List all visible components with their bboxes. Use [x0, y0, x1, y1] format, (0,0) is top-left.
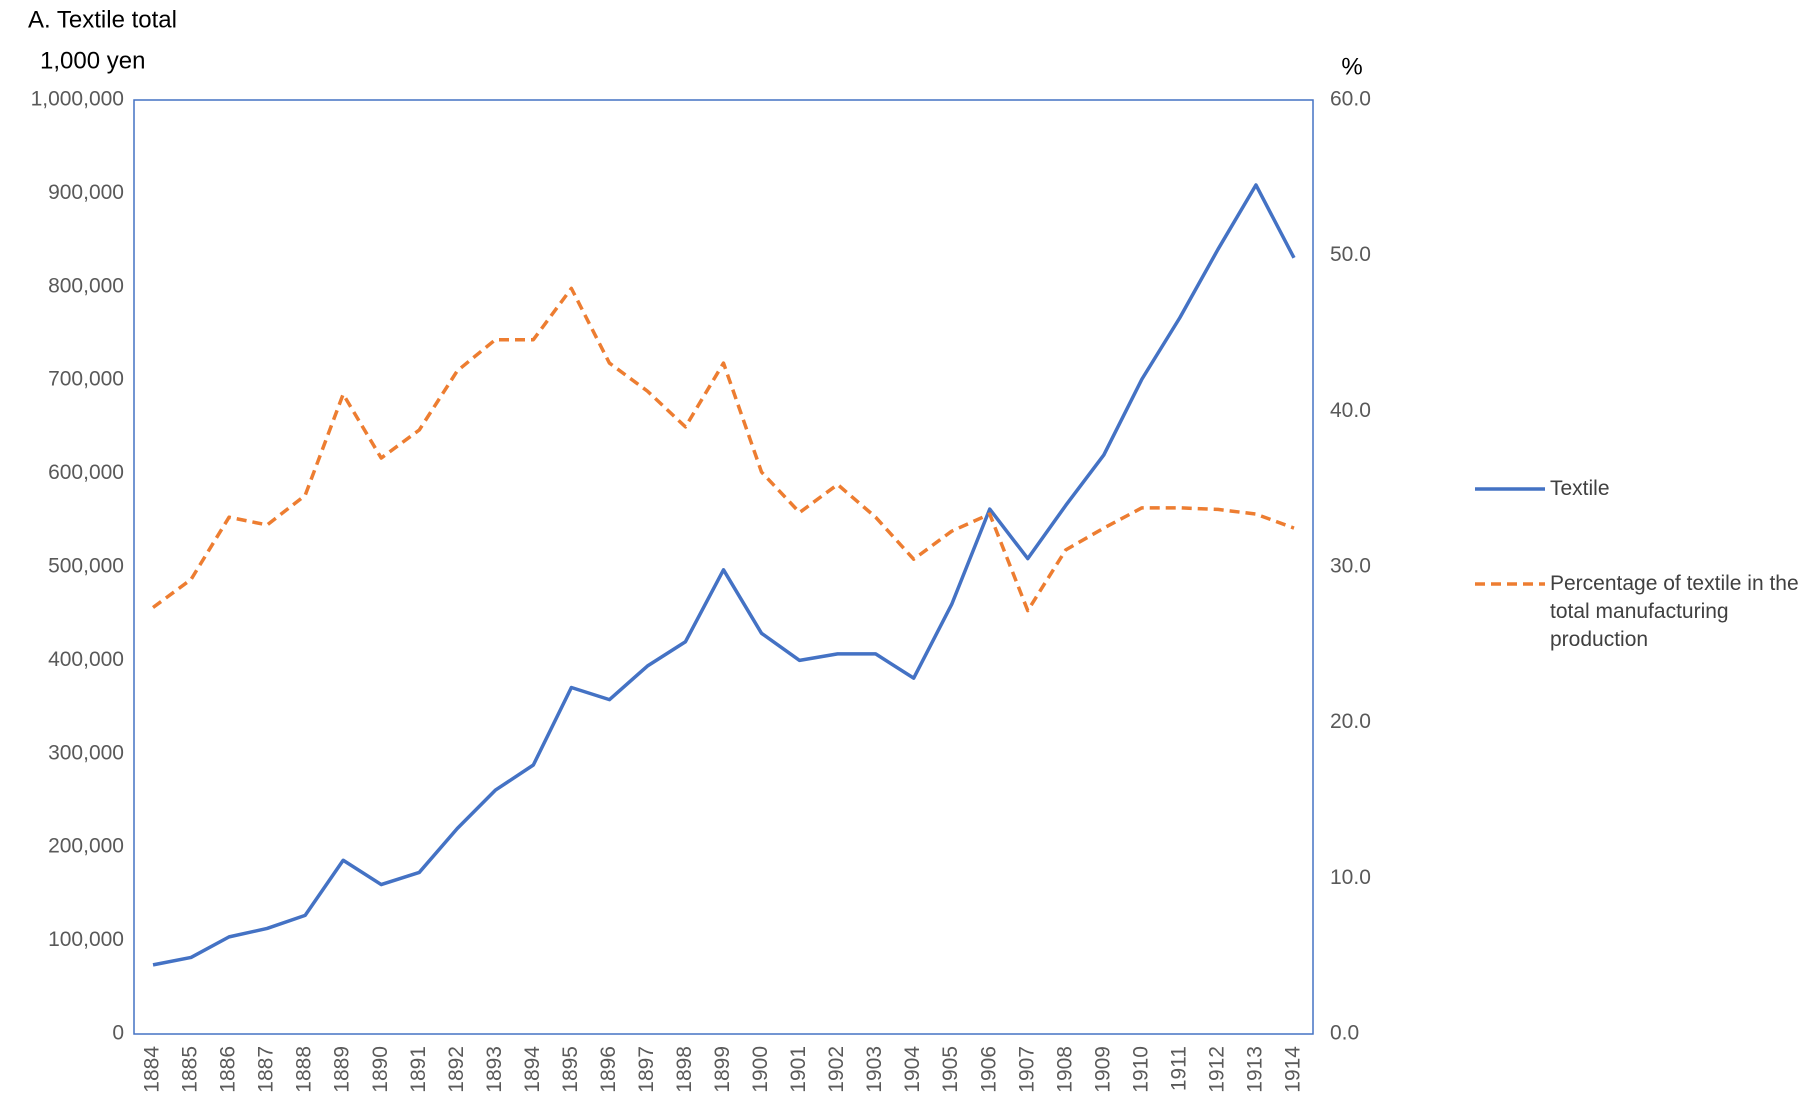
x-tick-label: 1904 [901, 1046, 924, 1093]
legend-entry: Percentage of textile in the total manuf… [1550, 572, 1799, 651]
x-tick-label: 1891 [407, 1046, 430, 1093]
plot-border [133, 99, 1314, 1035]
x-tick-label: 1910 [1129, 1046, 1152, 1093]
y-tick-label: 800,000 [48, 274, 124, 297]
x-tick-label: 1908 [1053, 1046, 1076, 1093]
y2-tick-label: 40.0 [1330, 399, 1371, 422]
y2-tick-label: 50.0 [1330, 243, 1371, 266]
y2-tick-label: 30.0 [1330, 555, 1371, 578]
y-tick-label: 0 [112, 1022, 124, 1045]
x-tick-label: 1889 [331, 1046, 354, 1093]
y-tick-label: 100,000 [48, 928, 124, 951]
x-tick-label: 1886 [217, 1046, 240, 1093]
y-tick-label: 700,000 [48, 368, 124, 391]
y2-axis-label: % [1341, 53, 1362, 80]
x-tick-label: 1913 [1243, 1046, 1266, 1093]
x-tick-label: 1885 [179, 1046, 202, 1093]
y-tick-label: 400,000 [48, 648, 124, 671]
y2-tick-label: 0.0 [1330, 1022, 1359, 1045]
x-tick-label: 1898 [673, 1046, 696, 1093]
y2-tick-label: 10.0 [1330, 866, 1371, 889]
legend-entry: Textile [1550, 477, 1610, 500]
x-tick-label: 1902 [825, 1046, 848, 1093]
x-tick-label: 1887 [255, 1046, 278, 1093]
x-tick-label: 1903 [863, 1046, 886, 1093]
x-tick-label: 1899 [711, 1046, 734, 1093]
series-line [151, 286, 1295, 613]
chart-title: A. Textile total [28, 6, 177, 33]
x-tick-label: 1907 [1015, 1046, 1038, 1093]
y-tick-label: 1,000,000 [31, 88, 124, 111]
x-tick-label: 1911 [1167, 1046, 1190, 1091]
y-tick-label: 300,000 [48, 741, 124, 764]
x-tick-label: 1914 [1282, 1046, 1305, 1093]
y-axis-label: 1,000 yen [40, 47, 145, 74]
x-tick-label: 1894 [521, 1046, 544, 1093]
x-tick-label: 1895 [559, 1046, 582, 1093]
x-tick-label: 1897 [635, 1046, 658, 1093]
x-tick-label: 1905 [939, 1046, 962, 1093]
y-tick-label: 200,000 [48, 835, 124, 858]
x-tick-label: 1890 [369, 1046, 392, 1093]
x-tick-label: 1888 [293, 1046, 316, 1093]
y-tick-label: 500,000 [48, 555, 124, 578]
x-tick-label: 1901 [787, 1046, 810, 1093]
y2-tick-label: 20.0 [1330, 710, 1371, 733]
x-tick-label: 1900 [749, 1046, 772, 1093]
series-line [152, 183, 1296, 967]
x-tick-label: 1912 [1205, 1046, 1228, 1093]
x-tick-label: 1884 [141, 1046, 164, 1093]
x-tick-label: 1909 [1091, 1046, 1114, 1093]
y-tick-label: 900,000 [48, 181, 124, 204]
y-tick-label: 600,000 [48, 461, 124, 484]
x-tick-label: 1893 [483, 1046, 506, 1093]
x-tick-label: 1892 [445, 1046, 468, 1093]
x-tick-label: 1906 [977, 1046, 1000, 1093]
x-tick-label: 1896 [597, 1046, 620, 1093]
y2-tick-label: 60.0 [1330, 88, 1371, 111]
